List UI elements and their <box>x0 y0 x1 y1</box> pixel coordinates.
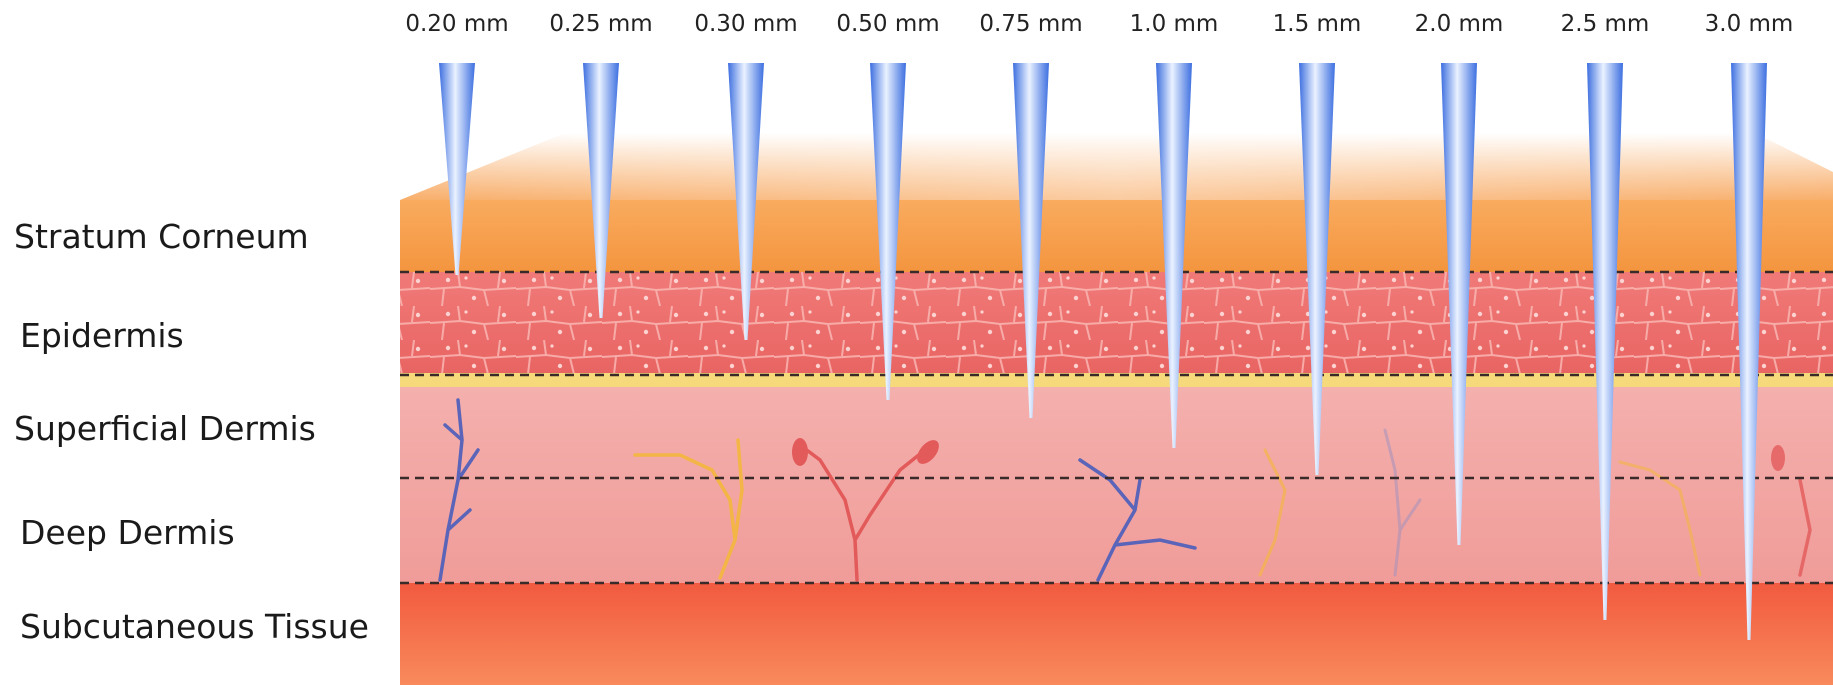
epidermis-cell-texture <box>400 272 1833 375</box>
vessels <box>438 398 1812 582</box>
nerve-3 <box>1618 460 1702 577</box>
needle-8 <box>1441 63 1477 545</box>
vein-1 <box>438 398 480 582</box>
needle-label-1: 0.20 mm <box>405 11 508 37</box>
needle-label-6: 1.0 mm <box>1130 11 1219 37</box>
needle-label-7: 1.5 mm <box>1273 11 1362 37</box>
needle-3 <box>728 63 764 340</box>
needle-label-5: 0.75 mm <box>979 11 1082 37</box>
needle-9 <box>1587 63 1623 620</box>
layer-label-deep-dermis: Deep Dermis <box>20 513 235 552</box>
subcutaneous-layer <box>400 583 1833 685</box>
vein-3 <box>1383 428 1422 577</box>
needle-1 <box>439 63 475 275</box>
artery-1 <box>798 443 927 582</box>
layer-label-epidermis: Epidermis <box>20 316 184 355</box>
dermis-layer <box>400 387 1833 583</box>
artery-bulb-1 <box>792 438 808 466</box>
needle-4 <box>870 63 906 400</box>
needle-2 <box>583 63 619 318</box>
skin-block <box>400 133 1833 685</box>
nerve-1 <box>633 438 744 580</box>
needle-depth-labels: 0.20 mm 0.25 mm 0.30 mm 0.50 mm 0.75 mm 1.0 m… <box>405 11 1793 37</box>
needle-6 <box>1156 63 1192 448</box>
artery-bulb-2 <box>917 440 939 464</box>
basement-membrane <box>400 373 1833 387</box>
artery-bulb-3 <box>1771 445 1785 471</box>
needle-5 <box>1013 63 1049 418</box>
vein-2 <box>1078 458 1197 582</box>
needle-label-2: 0.25 mm <box>549 11 652 37</box>
nerve-2 <box>1258 448 1287 577</box>
needle-label-4: 0.50 mm <box>836 11 939 37</box>
needle-label-10: 3.0 mm <box>1705 11 1794 37</box>
needle-label-3: 0.30 mm <box>694 11 797 37</box>
needle-7 <box>1299 63 1335 475</box>
needle-label-9: 2.5 mm <box>1561 11 1650 37</box>
layer-labels: Stratum Corneum Epidermis Superficial De… <box>14 217 369 646</box>
layer-label-subcutaneous-tissue: Subcutaneous Tissue <box>20 607 369 646</box>
needle-label-8: 2.0 mm <box>1415 11 1504 37</box>
layer-label-superficial-dermis: Superficial Dermis <box>14 409 316 448</box>
artery-2 <box>1798 478 1812 577</box>
layer-label-stratum-corneum: Stratum Corneum <box>14 217 309 256</box>
needles <box>439 63 1767 640</box>
needle-10 <box>1731 63 1767 640</box>
